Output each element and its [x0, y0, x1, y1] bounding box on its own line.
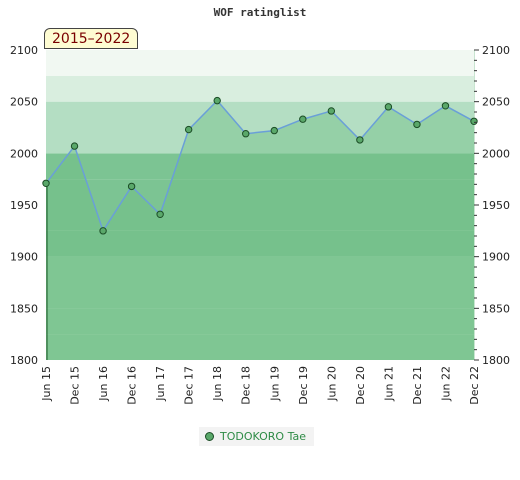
plot-band	[46, 308, 474, 335]
data-point	[299, 115, 307, 123]
data-point	[99, 227, 107, 235]
x-tick-label: Jun 22	[439, 366, 452, 402]
plot-band	[46, 256, 474, 283]
y-tick-label-right: 2050	[482, 96, 510, 109]
plot-band	[46, 230, 474, 257]
legend-marker-icon	[205, 432, 214, 441]
data-point	[356, 136, 364, 144]
data-point	[413, 120, 421, 129]
x-tick-label: Jun 21	[382, 366, 395, 402]
data-point	[42, 179, 50, 188]
plot-band	[46, 282, 474, 309]
x-tick-label: Dec 16	[126, 366, 139, 405]
legend-label: TODOKORO Tae	[220, 430, 306, 443]
data-point	[327, 107, 336, 115]
data-point	[441, 102, 450, 110]
legend[interactable]: TODOKORO Tae	[199, 427, 314, 446]
data-point	[470, 117, 478, 126]
x-tick-label: Dec 22	[468, 366, 481, 405]
plot-band	[46, 179, 474, 205]
y-tick-label-right: 2100	[482, 44, 510, 57]
y-tick-label-left: 1850	[10, 302, 38, 315]
chart-title: WOF ratinglist	[213, 6, 307, 19]
plot-band	[46, 101, 474, 128]
x-tick-label: Jun 20	[325, 366, 338, 402]
plot-band	[46, 75, 474, 102]
x-tick-label: Dec 18	[240, 366, 253, 405]
y-tick-label-left: 1800	[10, 354, 38, 367]
y-tick-label-right: 1800	[482, 354, 510, 367]
y-tick-label-left: 2050	[10, 96, 38, 109]
series-area	[46, 100, 474, 360]
data-point	[184, 125, 193, 134]
x-tick-label: Dec 20	[354, 366, 367, 405]
data-point	[242, 130, 250, 138]
plot-band	[46, 334, 474, 360]
data-point	[156, 210, 164, 219]
x-tick-label: Dec 17	[183, 366, 196, 405]
data-point	[384, 103, 393, 111]
period-badge: 2015–2022	[44, 28, 139, 49]
x-tick-label: Dec 15	[69, 366, 82, 405]
y-tick-label-left: 2000	[10, 147, 38, 160]
x-tick-label: Jun 19	[268, 366, 281, 402]
data-point	[270, 126, 278, 135]
data-point	[127, 182, 136, 191]
y-tick-label-right: 1850	[482, 302, 510, 315]
x-tick-label: Jun 18	[211, 366, 224, 402]
y-tick-label-right: 1950	[482, 199, 510, 212]
x-tick-label: Dec 19	[297, 366, 310, 405]
series-line	[45, 99, 475, 233]
y-tick-label-right: 2000	[482, 147, 510, 160]
data-point	[70, 142, 79, 150]
x-tick-label: Dec 21	[411, 366, 424, 405]
plot-band	[46, 153, 474, 180]
y-tick-label-left: 2100	[10, 44, 38, 57]
x-tick-label: Jun 16	[97, 366, 110, 402]
plot-band	[46, 50, 474, 76]
data-point	[213, 96, 221, 105]
y-tick-label-left: 1950	[10, 199, 38, 212]
y-tick-label-right: 1900	[482, 251, 510, 264]
x-tick-label: Jun 15	[40, 366, 53, 402]
x-tick-label: Jun 17	[154, 366, 167, 402]
y-tick-label-left: 1900	[10, 251, 38, 264]
